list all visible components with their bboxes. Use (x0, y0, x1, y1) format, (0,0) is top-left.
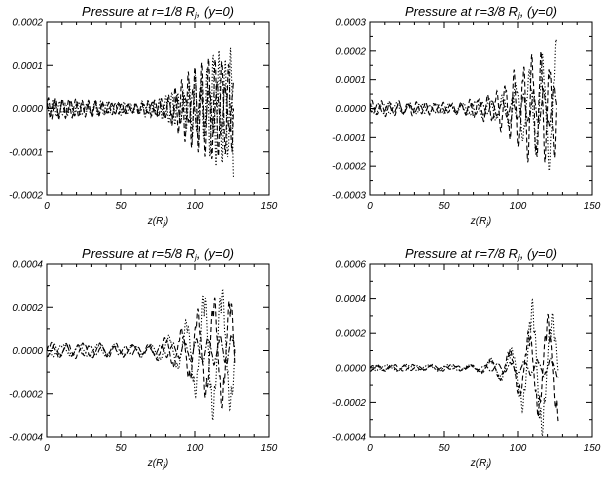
x-axis-label-subscript: j (485, 221, 488, 228)
x-axis-label-main: z(R (470, 216, 487, 227)
y-tick-label: -0.0002 (332, 162, 366, 173)
chart-title-suffix: , (y=0) (520, 4, 557, 19)
x-tick-label: 100 (510, 443, 527, 454)
x-tick-label: 0 (44, 201, 50, 212)
chart-title-main: Pressure at r=5/8 R (82, 246, 195, 261)
y-tick-label: 0.0004 (12, 260, 43, 271)
x-axis-label: z(Rj) (470, 458, 491, 470)
series-group (370, 298, 559, 437)
x-tick-label: 150 (584, 201, 601, 212)
y-tick-label: 0.0001 (335, 75, 366, 86)
series-group (47, 289, 236, 421)
y-tick-label: 0.0000 (12, 104, 43, 115)
x-axis-label-suffix: ) (487, 458, 491, 469)
y-tick-label: -0.0004 (332, 433, 366, 444)
series-line-dashdot (370, 84, 558, 128)
y-tick-label: 0.0000 (335, 104, 366, 115)
chart-title-subscript: j (517, 11, 520, 20)
x-tick-label: 150 (584, 443, 601, 454)
series-line-dotted (47, 47, 235, 178)
y-tick-label: 0.0002 (12, 18, 43, 29)
series-line-dotted (370, 298, 559, 437)
x-tick-label: 50 (438, 443, 450, 454)
y-tick-label: 0.0002 (335, 329, 366, 340)
x-axis-label: z(Rj) (470, 216, 491, 228)
series-group (47, 47, 235, 178)
x-tick-label: 100 (187, 443, 204, 454)
chart-title-main: Pressure at r=3/8 R (405, 4, 518, 19)
y-tick-label: 0.0003 (335, 18, 366, 29)
x-tick-label: 50 (115, 201, 127, 212)
series-line-dotted (47, 289, 236, 421)
chart-title-suffix: , (y=0) (520, 246, 557, 261)
series-line-dotted (370, 39, 558, 172)
x-tick-label: 150 (261, 201, 278, 212)
chart-title-subscript: j (194, 253, 197, 262)
chart-panel-r5-8: Pressure at r=5/8 Rj, (y=0)0 50 100 1500.00… (9, 246, 278, 470)
y-tick-label: -0.0002 (9, 389, 43, 400)
chart-title: Pressure at r=7/8 Rj, (y=0) (405, 246, 557, 262)
x-tick-label: 0 (44, 443, 50, 454)
x-axis-label-suffix: ) (164, 458, 168, 469)
x-axis-label-subscript: j (162, 221, 165, 228)
y-tick-label: 0.0000 (12, 346, 43, 357)
plot-frame (369, 263, 593, 438)
x-axis-label-main: z(R (147, 458, 164, 469)
x-axis-label-suffix: ) (164, 216, 168, 227)
y-tick-label: -0.0004 (9, 433, 43, 444)
chart-title-subscript: j (517, 253, 520, 262)
y-tick-label: -0.0002 (332, 398, 366, 409)
chart-title: Pressure at r=5/8 Rj, (y=0) (82, 246, 234, 262)
series-line-dashed (47, 58, 235, 159)
y-tick-label: 0.0002 (12, 303, 43, 314)
series-line-dashdot (370, 357, 559, 379)
x-tick-label: 0 (367, 443, 373, 454)
x-axis-label-main: z(R (147, 216, 164, 227)
plot-frame (369, 21, 593, 196)
x-tick-label: 100 (187, 201, 204, 212)
y-tick-label: 0.0000 (335, 363, 366, 374)
x-axis-label-main: z(R (470, 458, 487, 469)
y-tick-label: -0.0003 (332, 191, 366, 202)
x-axis-label: z(Rj) (147, 216, 168, 228)
y-tick-label: -0.0002 (9, 191, 43, 202)
y-tick-label: 0.0006 (335, 260, 366, 271)
x-tick-label: 0 (367, 201, 373, 212)
x-tick-label: 150 (261, 443, 278, 454)
chart-title-suffix: , (y=0) (197, 4, 234, 19)
x-tick-label: 100 (510, 201, 527, 212)
x-axis-label: z(Rj) (147, 458, 168, 470)
x-axis-label-subscript: j (162, 463, 165, 470)
y-tick-label: 0.0002 (335, 46, 366, 57)
chart-panel-r7-8: Pressure at r=7/8 Rj, (y=0)0 50 100 1500.00… (332, 246, 601, 470)
chart-title-main: Pressure at r=7/8 R (405, 246, 518, 261)
series-line-dashed (370, 313, 559, 422)
y-tick-label: 0.0004 (335, 294, 366, 305)
y-tick-label: 0.0001 (12, 61, 43, 72)
y-tick-label: -0.0001 (9, 147, 43, 158)
x-axis-label-suffix: ) (487, 216, 491, 227)
chart-title: Pressure at r=3/8 Rj, (y=0) (405, 4, 557, 20)
x-tick-label: 50 (115, 443, 127, 454)
series-line-dashdot (47, 81, 235, 138)
chart-panel-r1-8: Pressure at r=1/8 Rj, (y=0)0 50 100 1500.00… (9, 4, 278, 228)
series-group (370, 39, 558, 172)
chart-panel-r3-8: Pressure at r=3/8 Rj, (y=0)0 50 100 1500.00… (332, 4, 601, 228)
series-line-dashdot (47, 333, 236, 366)
x-axis-label-subscript: j (485, 463, 488, 470)
chart-title-main: Pressure at r=1/8 R (82, 4, 195, 19)
y-tick-label: -0.0001 (332, 133, 366, 144)
x-tick-label: 50 (438, 201, 450, 212)
chart-title-subscript: j (194, 11, 197, 20)
chart-title: Pressure at r=1/8 Rj, (y=0) (82, 4, 234, 20)
chart-title-suffix: , (y=0) (197, 246, 234, 261)
